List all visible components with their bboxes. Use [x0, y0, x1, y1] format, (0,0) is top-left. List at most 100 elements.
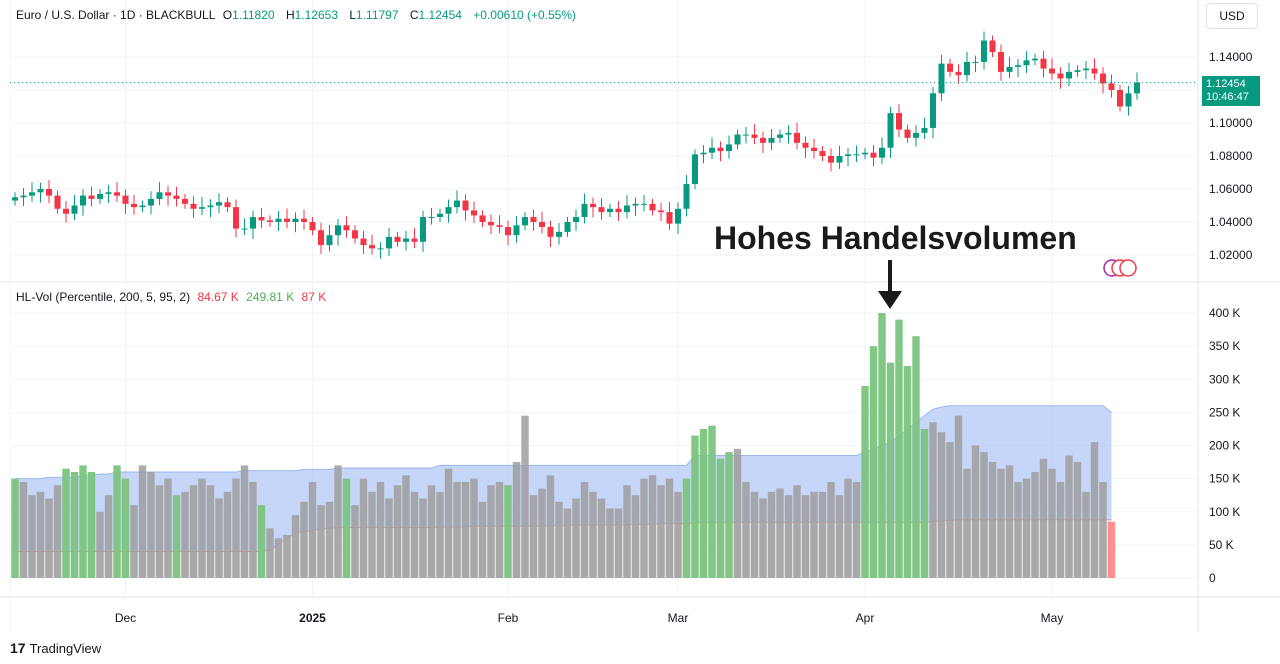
candle-body [46, 189, 52, 196]
volume-bar [555, 501, 563, 578]
volume-bar [589, 491, 597, 578]
volume-bar [580, 481, 589, 578]
volume-tick-label: 100 K [1209, 505, 1240, 519]
candle-body [139, 205, 146, 208]
candle-body [437, 213, 443, 218]
volume-bar [257, 505, 266, 578]
candle-body [887, 113, 894, 148]
volume-bar [1048, 468, 1056, 578]
volume-bar [878, 313, 886, 578]
candle-body [326, 235, 333, 246]
candle-body [54, 195, 61, 209]
volume-bar [886, 362, 895, 578]
candle-body [921, 127, 928, 133]
candle-body [853, 154, 860, 156]
volume-bar [725, 452, 733, 578]
candle-body [666, 212, 673, 224]
volume-bar [172, 495, 181, 578]
volume-bar [1014, 481, 1022, 578]
candle-body [12, 197, 18, 201]
volume-bar [648, 475, 657, 578]
volume-bar [606, 508, 614, 578]
volume-bar [937, 432, 946, 578]
candle-body [131, 203, 137, 208]
volume-bar [206, 485, 215, 578]
brand-name: TradingView [29, 640, 102, 656]
volume-bar [410, 491, 419, 578]
candle-body [369, 245, 375, 249]
price-legend: Euro / U.S. Dollar · 1D · BLACKBULL O1.1… [16, 8, 580, 22]
volume-bar [334, 465, 342, 578]
volume-bar [504, 485, 512, 578]
candle-body [445, 207, 452, 214]
candle-body [318, 230, 324, 246]
currency-button[interactable]: USD [1206, 3, 1258, 29]
candle-body [182, 198, 188, 204]
volume-bar [776, 488, 784, 578]
volume-bar [79, 465, 87, 578]
volume-bar [147, 472, 155, 578]
candle-body [717, 147, 724, 152]
candle-body [1091, 68, 1098, 74]
candle-body [267, 220, 273, 222]
candle-body [794, 132, 800, 143]
volume-bar [946, 442, 954, 578]
candle-body [335, 225, 341, 236]
price-candles [12, 31, 1140, 259]
candle-body [836, 156, 843, 163]
volume-tick-label: 400 K [1209, 306, 1240, 320]
volume-bar [181, 491, 189, 578]
candle-body [1100, 73, 1106, 84]
candle-body [624, 205, 630, 213]
candle-body [930, 93, 936, 128]
candle-body [904, 129, 911, 138]
symbol-title[interactable]: Euro / U.S. Dollar · 1D · BLACKBULL [16, 8, 216, 22]
volume-bar [130, 505, 138, 578]
candle-body [309, 222, 316, 231]
candle-body [564, 222, 571, 232]
volume-bar [155, 485, 164, 578]
indicator-name[interactable]: HL-Vol (Percentile, 200, 5, 95, 2) [16, 290, 191, 304]
volume-bar [793, 485, 801, 578]
candle-body [403, 238, 409, 242]
candle-body [726, 144, 732, 152]
volume-bar [597, 498, 606, 578]
volume-bar [19, 481, 28, 578]
candle-body [165, 192, 171, 196]
high-label: H [285, 8, 295, 22]
volume-bar [801, 495, 810, 578]
annotation-text: Hohes Handelsvolumen [714, 220, 1077, 256]
time-tick-label: Apr [856, 611, 875, 625]
candle-body [819, 151, 826, 156]
candle-body [284, 218, 290, 222]
last-price-badge: 1.12454 10:46:47 [1202, 75, 1260, 106]
volume-bar [674, 491, 682, 578]
volume-bar [232, 478, 240, 578]
volume-bar [376, 481, 385, 578]
volume-bar [470, 478, 478, 578]
candle-body [615, 208, 622, 213]
candle-body [734, 134, 741, 145]
time-tick-label: Feb [498, 611, 519, 625]
candle-body [411, 238, 418, 242]
candle-body [199, 207, 205, 209]
candle-body [156, 192, 163, 199]
candle-body [1006, 66, 1013, 72]
candle-body [148, 198, 154, 206]
volume-bar [716, 458, 725, 578]
candle-body [20, 195, 27, 198]
change-value: +0.00610 (+0.55%) [473, 8, 577, 22]
volume-bar [240, 465, 249, 578]
candle-body [1083, 68, 1089, 71]
price-tick-label: 1.10000 [1209, 116, 1253, 130]
candle-body [97, 193, 103, 199]
candle-body [964, 61, 970, 76]
volume-bar [495, 481, 504, 578]
volume-bar [1090, 442, 1099, 578]
volume-bar [274, 538, 283, 578]
time-tick-label: May [1041, 611, 1064, 625]
tradingview-brand[interactable]: 17 TradingView [10, 640, 101, 656]
candle-body [1066, 71, 1072, 79]
volume-bar [342, 478, 351, 578]
